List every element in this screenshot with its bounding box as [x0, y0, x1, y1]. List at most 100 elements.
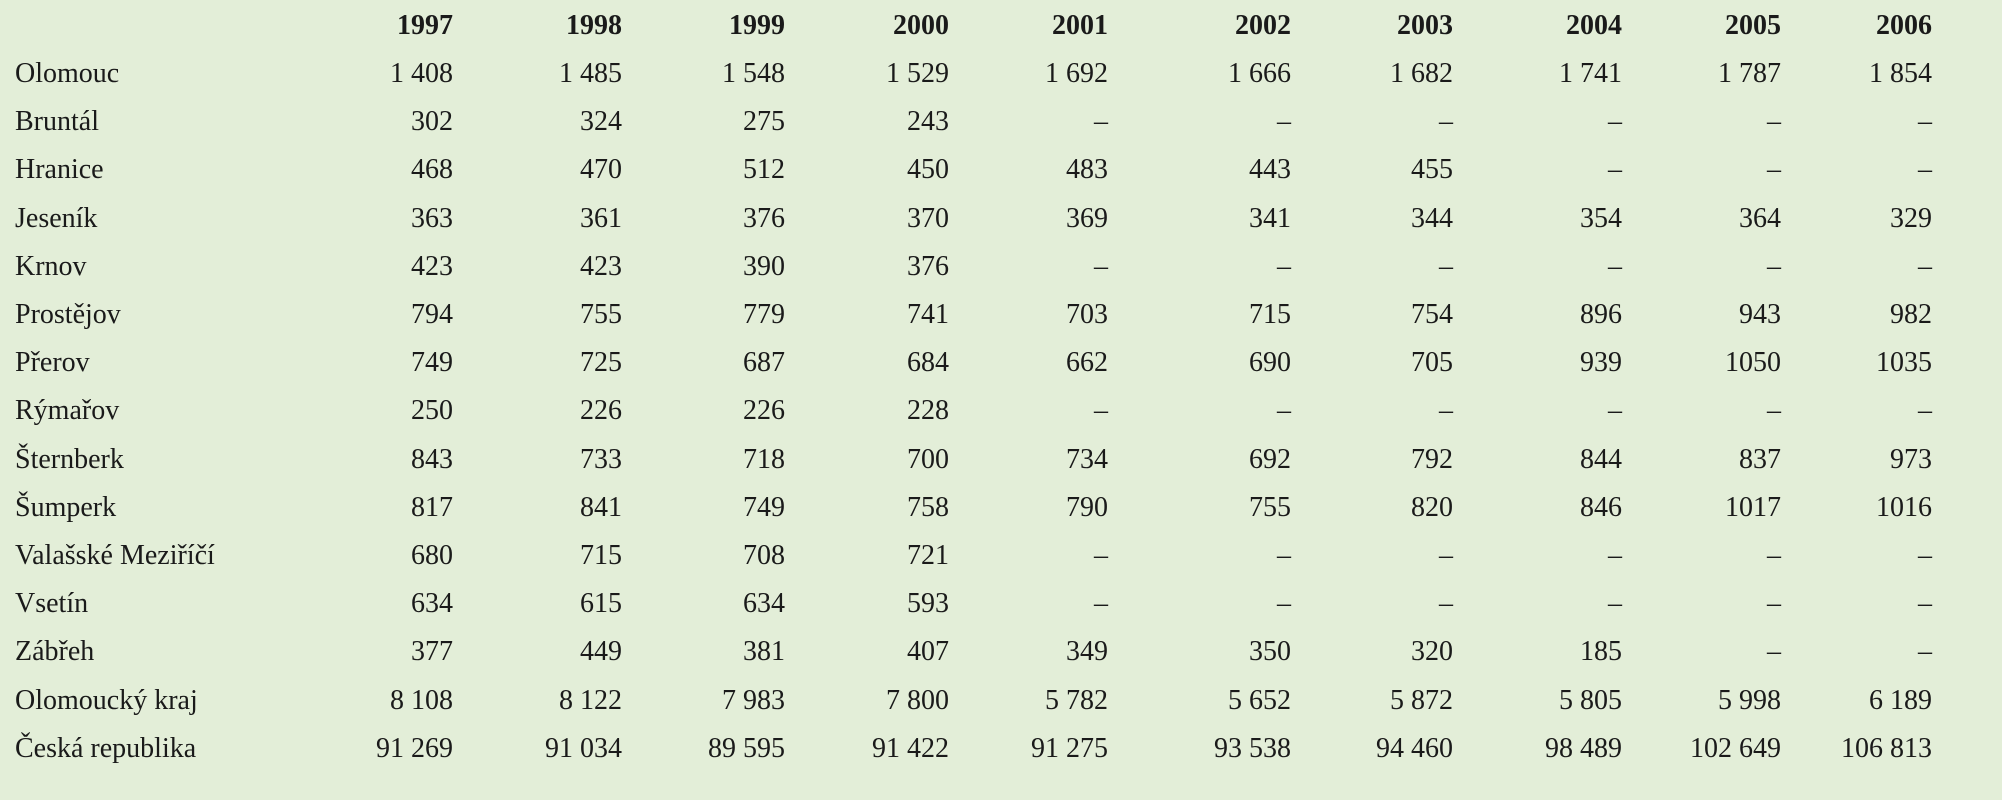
table-cell: 106 813: [1841, 732, 1932, 764]
table-cell: –: [1918, 154, 1932, 186]
table-cell: 5 872: [1390, 684, 1453, 716]
table-cell: 470: [580, 154, 622, 186]
row-label: Zábřeh: [15, 636, 95, 668]
table-cell: 817: [411, 491, 453, 523]
table-cell: –: [1918, 106, 1932, 138]
row-label: Olomoucký kraj: [15, 684, 198, 716]
table-cell: 1016: [1876, 491, 1932, 523]
table-cell: 89 595: [708, 732, 785, 764]
column-header: 2000: [893, 10, 949, 41]
table-cell: 680: [411, 540, 453, 571]
table-cell: 1 741: [1559, 58, 1622, 89]
table-cell: –: [1608, 588, 1622, 620]
table-cell: 377: [411, 636, 453, 668]
table-cell: 843: [411, 443, 453, 475]
table-cell: 370: [907, 202, 949, 234]
table-cell: 708: [743, 540, 785, 571]
table-cell: 837: [1739, 443, 1781, 475]
table-cell: 749: [743, 491, 785, 523]
table-cell: –: [1608, 154, 1622, 186]
table-cell: 369: [1066, 202, 1108, 234]
table-cell: 715: [580, 540, 622, 571]
table-cell: 1 485: [559, 58, 622, 89]
table-cell: 381: [743, 636, 785, 668]
row-label: Vsetín: [15, 588, 89, 620]
table-cell: 91 275: [1031, 732, 1108, 764]
table-cell: 593: [907, 588, 949, 620]
table-cell: 250: [411, 395, 453, 427]
column-header: 1997: [397, 10, 453, 41]
table-cell: 324: [580, 106, 622, 138]
table-cell: 376: [907, 250, 949, 282]
table-cell: 5 805: [1559, 684, 1622, 716]
table-cell: 91 034: [545, 732, 622, 764]
table-cell: 243: [907, 106, 949, 138]
table-cell: 1035: [1876, 347, 1932, 379]
table-cell: 634: [411, 588, 453, 620]
table-cell: 320: [1411, 636, 1453, 668]
table-cell: –: [1094, 540, 1108, 571]
table-cell: 228: [907, 395, 949, 427]
table-cell: –: [1277, 588, 1291, 620]
table-cell: 943: [1739, 299, 1781, 330]
table-cell: –: [1608, 106, 1622, 138]
table-cell: 846: [1580, 491, 1622, 523]
table-cell: 700: [907, 443, 949, 475]
row-label: Přerov: [15, 347, 90, 379]
table-cell: –: [1608, 250, 1622, 282]
table-cell: –: [1277, 395, 1291, 427]
table-cell: 703: [1066, 299, 1108, 330]
table-cell: –: [1277, 106, 1291, 138]
table-cell: 718: [743, 443, 785, 475]
table-cell: 302: [411, 106, 453, 138]
table-cell: –: [1767, 540, 1781, 571]
table-cell: –: [1094, 250, 1108, 282]
table-cell: 102 649: [1690, 732, 1781, 764]
column-header: 2003: [1397, 10, 1453, 41]
table-cell: –: [1608, 540, 1622, 571]
table-cell: –: [1767, 636, 1781, 668]
table-cell: 226: [743, 395, 785, 427]
table-cell: 755: [1249, 491, 1291, 523]
row-label: Olomouc: [15, 58, 120, 89]
table-cell: 615: [580, 588, 622, 620]
table-cell: –: [1439, 588, 1453, 620]
table-cell: 690: [1249, 347, 1291, 379]
row-label: Šternberk: [15, 443, 124, 475]
table-cell: 1 854: [1869, 58, 1932, 89]
table-cell: 1050: [1725, 347, 1781, 379]
table-cell: 749: [411, 347, 453, 379]
table-cell: 790: [1066, 491, 1108, 523]
table-cell: 1 787: [1718, 58, 1781, 89]
table-cell: –: [1918, 540, 1932, 571]
table-cell: 361: [580, 202, 622, 234]
table-cell: 820: [1411, 491, 1453, 523]
table-cell: 423: [411, 250, 453, 282]
column-header: 2002: [1235, 10, 1291, 41]
table-cell: –: [1439, 395, 1453, 427]
table-cell: 733: [580, 443, 622, 475]
table-cell: 344: [1411, 202, 1453, 234]
table-cell: –: [1439, 540, 1453, 571]
table-cell: 841: [580, 491, 622, 523]
table-cell: 363: [411, 202, 453, 234]
table-cell: –: [1094, 395, 1108, 427]
table-cell: 982: [1890, 299, 1932, 330]
table-cell: 741: [907, 299, 949, 330]
table-cell: 275: [743, 106, 785, 138]
table-cell: 715: [1249, 299, 1291, 330]
row-label: Valašské Meziříčí: [15, 540, 215, 571]
row-label: Krnov: [15, 250, 87, 282]
table-cell: 185: [1580, 636, 1622, 668]
table-cell: –: [1094, 106, 1108, 138]
table-cell: –: [1439, 106, 1453, 138]
table-cell: 734: [1066, 443, 1108, 475]
table-cell: 443: [1249, 154, 1291, 186]
row-label: Šumperk: [15, 491, 117, 523]
table-cell: 687: [743, 347, 785, 379]
table-cell: 1 692: [1045, 58, 1108, 89]
table-cell: 725: [580, 347, 622, 379]
table-cell: 973: [1890, 443, 1932, 475]
table-cell: 390: [743, 250, 785, 282]
table-cell: 455: [1411, 154, 1453, 186]
